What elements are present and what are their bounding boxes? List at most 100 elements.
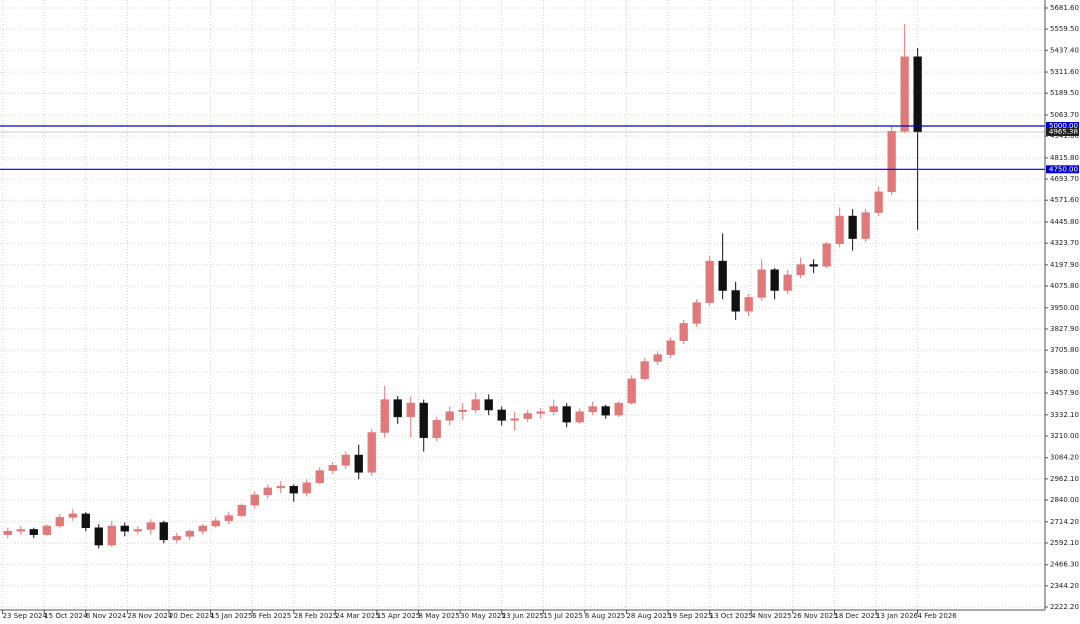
candle-body <box>497 409 506 421</box>
x-tick-label: 15 Jul 2025 <box>543 612 583 620</box>
y-tick-label: 2222.20 <box>1050 603 1079 611</box>
candles <box>3 23 922 549</box>
candle-body <box>796 264 805 276</box>
x-tick-label: 19 Sep 2025 <box>668 612 712 620</box>
candle-body <box>783 274 792 291</box>
x-tick-label: 6 Aug 2025 <box>585 612 625 620</box>
candle-body <box>653 354 662 362</box>
y-tick-label: 5063.70 <box>1050 111 1079 119</box>
candle-body <box>393 399 402 418</box>
candle-body <box>341 454 350 466</box>
current-price-box <box>1046 128 1079 137</box>
candle-body <box>29 529 38 535</box>
candle-body <box>458 409 467 412</box>
overlay: 5000.00 4750.00 4965.38 <box>0 122 1079 174</box>
candle-body <box>120 525 129 532</box>
candle-body <box>588 406 597 412</box>
candle-body <box>692 302 701 324</box>
y-tick-label: 5437.40 <box>1050 46 1079 54</box>
candle-body <box>406 402 415 418</box>
candle-body <box>640 361 649 380</box>
candle-body <box>770 269 779 291</box>
y-tick-label: 4941.60 <box>1050 132 1079 140</box>
y-tick-label: 4323.70 <box>1050 239 1079 247</box>
candle-body <box>237 504 246 516</box>
level-label-box <box>1046 165 1079 174</box>
y-tick-label: 5559.50 <box>1050 25 1079 33</box>
y-tick-label: 3457.90 <box>1050 389 1079 397</box>
x-tick-label: 18 Dec 2025 <box>834 612 879 620</box>
candle-body <box>575 411 584 423</box>
candle-body <box>705 260 714 303</box>
candle-body <box>172 536 181 541</box>
candle-body <box>94 527 103 546</box>
x-tick-label: 4 Nov 2025 <box>751 612 791 620</box>
y-tick-label: 4075.80 <box>1050 282 1079 290</box>
grid <box>0 0 1045 610</box>
x-tick-label: 26 Nov 2025 <box>793 612 838 620</box>
x-tick-label: 20 Dec 2024 <box>169 612 214 620</box>
candle-body <box>809 264 818 267</box>
y-tick-label: 2344.20 <box>1050 582 1079 590</box>
y-tick-label: 4445.80 <box>1050 218 1079 226</box>
x-tick-label: 30 May 2025 <box>460 612 506 620</box>
candle-body <box>471 399 480 411</box>
x-tick-label: 6 Nov 2024 <box>86 612 127 620</box>
y-tick-label: 2592.10 <box>1050 539 1079 547</box>
y-tick-label: 5311.60 <box>1050 68 1079 76</box>
y-tick-label: 5189.50 <box>1050 89 1079 97</box>
candle-body <box>432 420 441 438</box>
y-tick-label: 4815.80 <box>1050 154 1079 162</box>
y-tick-label: 3950.00 <box>1050 304 1079 312</box>
x-tick-label: 23 Jun 2025 <box>502 612 544 620</box>
candle-body <box>679 323 688 341</box>
y-tick-label: 2840.00 <box>1050 496 1079 504</box>
candle-body <box>250 494 259 506</box>
candle-body <box>198 525 207 532</box>
candle-body <box>289 485 298 494</box>
candle-body <box>263 487 272 496</box>
y-tick-label: 5681.60 <box>1050 4 1079 12</box>
y-tick-label: 4693.70 <box>1050 175 1079 183</box>
x-tick-label: 15 Apr 2025 <box>377 612 420 620</box>
y-tick-label: 3332.10 <box>1050 411 1079 419</box>
candle-body <box>276 485 285 489</box>
level-label: 5000.00 <box>1049 122 1078 130</box>
y-tick-label: 2714.20 <box>1050 518 1079 526</box>
candle-body <box>146 522 155 530</box>
candle-body <box>55 517 64 527</box>
candle-body <box>536 411 545 414</box>
y-tick-label: 4571.60 <box>1050 196 1079 204</box>
candle-body <box>16 529 25 532</box>
candle-body <box>666 340 675 355</box>
y-tick-label: 3210.00 <box>1050 432 1079 440</box>
candle-body <box>354 454 363 473</box>
x-tick-label: 28 Feb 2025 <box>294 612 338 620</box>
x-tick-label: 15 Oct 2024 <box>44 612 88 620</box>
candle-body <box>419 402 428 438</box>
candle-body <box>731 290 740 312</box>
y-tick-label: 2466.30 <box>1050 561 1079 569</box>
x-tick-label: 13 Jan 2026 <box>876 612 919 620</box>
candle-body <box>614 402 623 416</box>
candle-body <box>900 56 909 132</box>
candle-body <box>627 378 636 404</box>
candle-body <box>81 513 90 528</box>
x-tick-label: 8 May 2025 <box>419 612 460 620</box>
candle-body <box>315 470 324 483</box>
x-tick-label: 28 Nov 2024 <box>127 612 172 620</box>
candle-body <box>848 215 857 239</box>
candle-body <box>211 520 220 527</box>
candle-body <box>484 399 493 411</box>
y-tick-label: 4197.90 <box>1050 261 1079 269</box>
candle-body <box>445 411 454 421</box>
x-tick-label: 15 Jan 2025 <box>211 612 253 620</box>
candle-body <box>328 465 337 471</box>
y-tick-label: 3827.90 <box>1050 325 1079 333</box>
y-tick-label: 3580.00 <box>1050 368 1079 376</box>
candle-body <box>3 530 12 535</box>
y-tick-label: 3084.20 <box>1050 454 1079 462</box>
candle-body <box>367 432 376 473</box>
